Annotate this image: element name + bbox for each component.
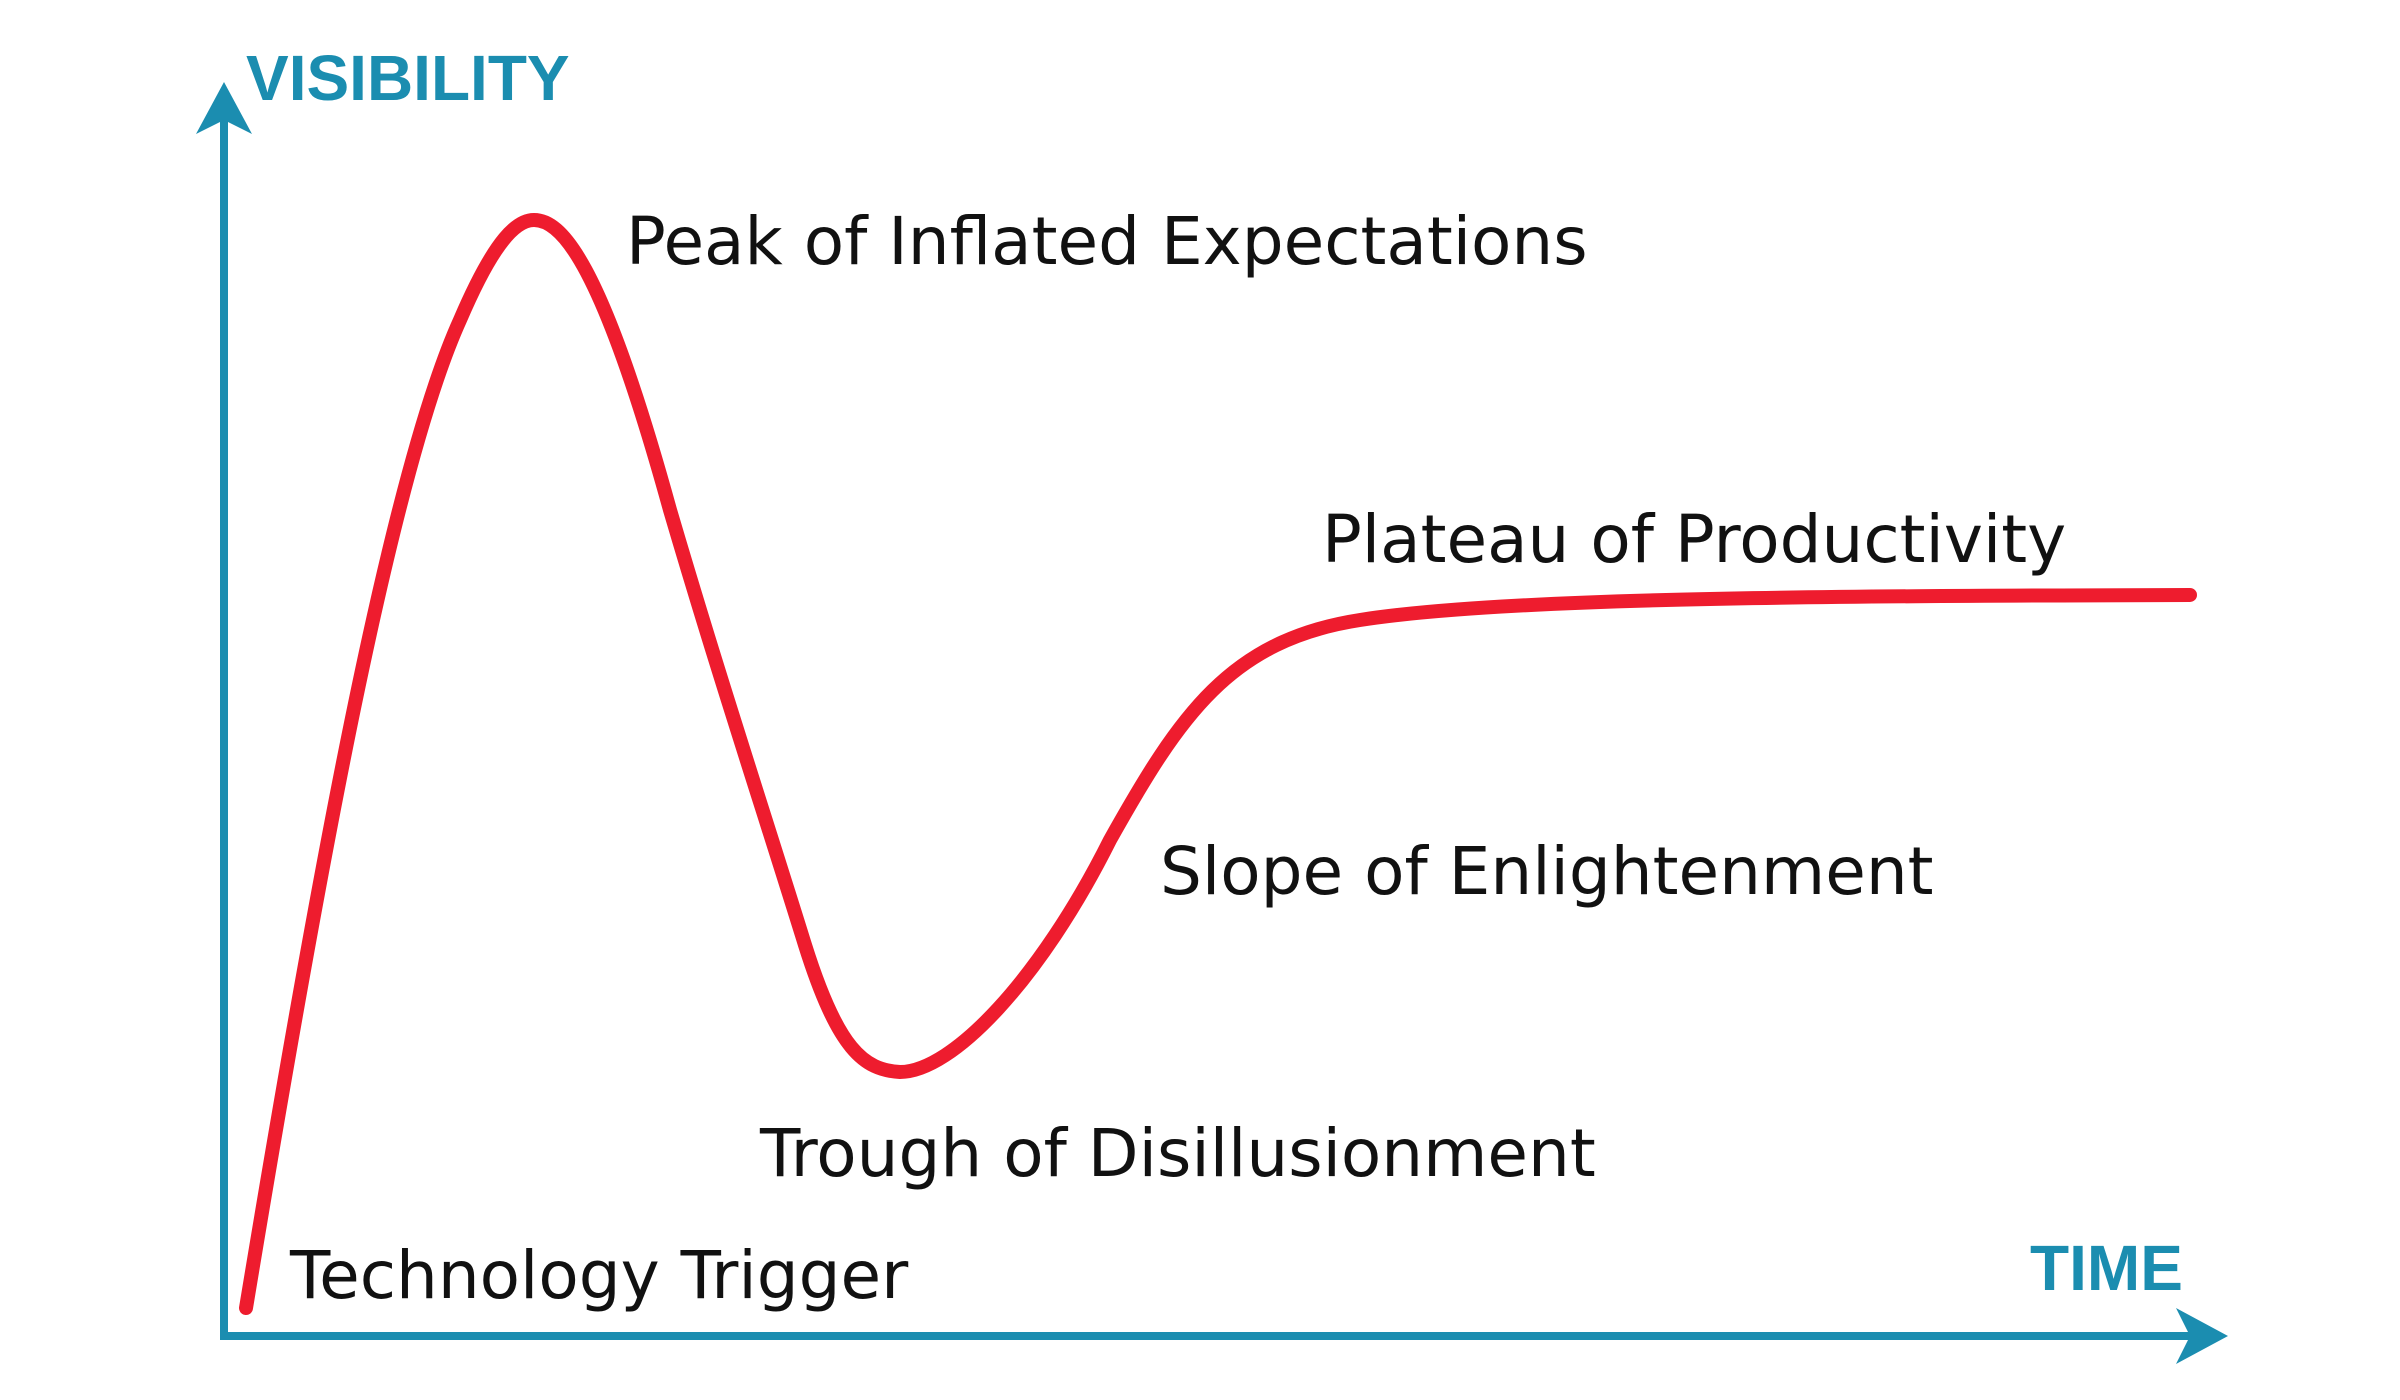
label-plateau-of-productivity: Plateau of Productivity (1322, 501, 2066, 578)
x-axis-arrowhead (2176, 1308, 2228, 1364)
label-technology-trigger: Technology Trigger (289, 1237, 909, 1314)
y-axis-label: VISIBILITY (246, 42, 570, 114)
label-trough-of-disillusionment: Trough of Disillusionment (759, 1115, 1596, 1192)
hype-curve (239, 213, 2197, 1315)
label-slope-of-enlightenment: Slope of Enlightenment (1160, 833, 1934, 910)
x-axis-label: TIME (2030, 1232, 2183, 1304)
label-peak-of-inflated-expectations: Peak of Inflated Expectations (626, 203, 1588, 280)
y-axis-arrowhead (196, 82, 252, 134)
